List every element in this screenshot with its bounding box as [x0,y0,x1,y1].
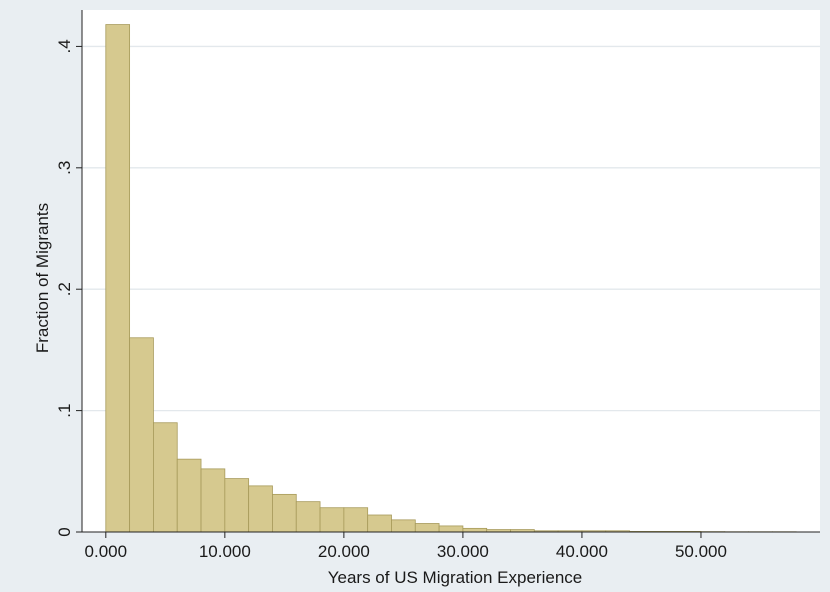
bars [105,24,797,533]
histogram-bar [414,523,440,533]
histogram-bar [153,422,178,533]
x-tick-label: 30.000 [437,542,489,561]
histogram-bar [176,458,202,533]
x-tick-label: 10.000 [199,542,251,561]
histogram-bar [105,24,131,533]
histogram-bar [248,485,273,533]
y-tick-label: .2 [55,282,74,296]
y-tick-label: .3 [55,161,74,175]
histogram-bar [319,507,345,533]
histogram-bar [438,525,464,533]
histogram-bar [295,501,321,533]
histogram-bar [224,478,250,533]
gridlines [82,45,820,412]
plot-area [82,10,820,532]
histogram-bar [391,519,416,533]
y-axis-title: Fraction of Migrants [33,203,52,353]
histogram-bar [129,337,154,533]
histogram-bar [272,493,297,533]
y-tick-label: 0 [55,527,74,536]
axes: 0 .1 .2 .3 .4 0.000 10.000 20.000 30.000 40.000 50… [55,10,820,561]
x-tick-label: 40.000 [556,542,608,561]
x-tick-label: 0.000 [85,542,128,561]
histogram-bar [343,507,369,533]
histogram-bar [200,468,226,533]
y-tick-label: .4 [55,39,74,53]
x-tick-label: 50.000 [675,542,727,561]
x-tick-label: 20.000 [318,542,370,561]
histogram-bar [462,527,488,533]
x-axis-title: Years of US Migration Experience [328,568,583,587]
histogram-bar [367,514,392,533]
y-tick-label: .1 [55,404,74,418]
